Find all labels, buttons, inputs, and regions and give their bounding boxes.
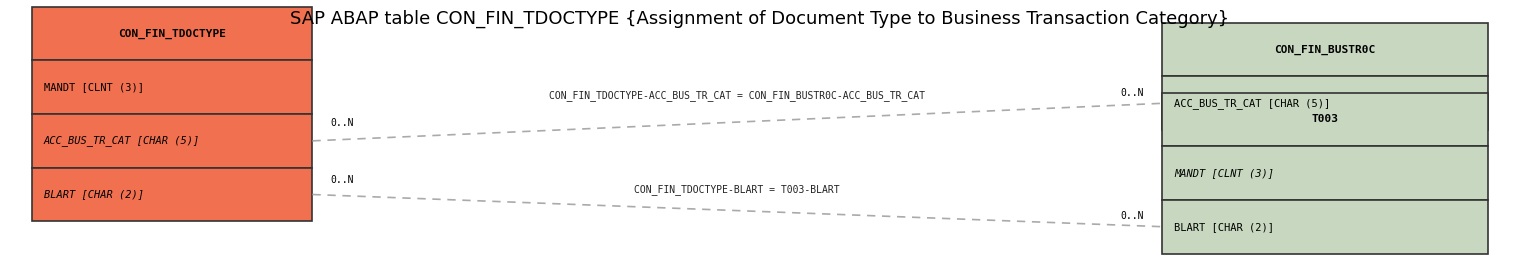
Bar	[32, 168, 313, 221]
Text: MANDT [CLNT (3)]: MANDT [CLNT (3)]	[44, 82, 144, 92]
Text: BLART [CHAR (2)]: BLART [CHAR (2)]	[1175, 222, 1274, 232]
Bar	[1163, 76, 1488, 130]
Text: BLART [CHAR (2)]: BLART [CHAR (2)]	[44, 189, 144, 199]
Bar	[32, 7, 313, 60]
Text: CON_FIN_TDOCTYPE: CON_FIN_TDOCTYPE	[119, 28, 226, 39]
Bar	[32, 60, 313, 114]
Text: 0..N: 0..N	[1120, 211, 1145, 221]
Bar	[1163, 200, 1488, 253]
Text: ACC_BUS_TR_CAT [CHAR (5)]: ACC_BUS_TR_CAT [CHAR (5)]	[1175, 98, 1330, 109]
Bar	[1163, 93, 1488, 146]
Text: 0..N: 0..N	[331, 175, 354, 185]
Bar	[32, 114, 313, 168]
Bar	[1163, 23, 1488, 76]
Text: MANDT [CLNT (3)]: MANDT [CLNT (3)]	[1175, 168, 1274, 178]
Text: CON_FIN_BUSTR0C: CON_FIN_BUSTR0C	[1275, 44, 1376, 55]
Text: 0..N: 0..N	[1120, 88, 1145, 98]
Text: SAP ABAP table CON_FIN_TDOCTYPE {Assignment of Document Type to Business Transac: SAP ABAP table CON_FIN_TDOCTYPE {Assignm…	[290, 9, 1230, 28]
Text: 0..N: 0..N	[331, 118, 354, 128]
Text: CON_FIN_TDOCTYPE-ACC_BUS_TR_CAT = CON_FIN_BUSTR0C-ACC_BUS_TR_CAT: CON_FIN_TDOCTYPE-ACC_BUS_TR_CAT = CON_FI…	[549, 90, 926, 101]
Text: CON_FIN_TDOCTYPE-BLART = T003-BLART: CON_FIN_TDOCTYPE-BLART = T003-BLART	[634, 184, 841, 195]
Text: ACC_BUS_TR_CAT [CHAR (5)]: ACC_BUS_TR_CAT [CHAR (5)]	[44, 136, 201, 146]
Text: T003: T003	[1312, 114, 1339, 124]
Bar	[1163, 146, 1488, 200]
